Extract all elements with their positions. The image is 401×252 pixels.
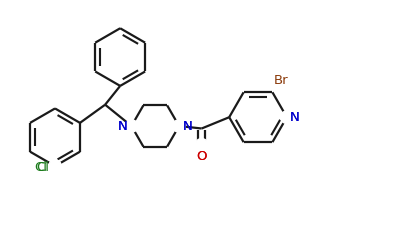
- Text: Cl: Cl: [36, 161, 49, 174]
- Circle shape: [49, 160, 61, 172]
- Circle shape: [280, 111, 292, 123]
- Text: N: N: [182, 119, 192, 133]
- Text: N: N: [289, 111, 299, 124]
- Text: Cl: Cl: [34, 161, 47, 174]
- Text: N: N: [117, 119, 128, 133]
- Circle shape: [195, 139, 207, 151]
- Text: N: N: [117, 119, 128, 133]
- Text: N: N: [289, 111, 299, 124]
- Text: O: O: [196, 150, 207, 163]
- Circle shape: [172, 120, 185, 132]
- Circle shape: [125, 120, 138, 132]
- Text: Br: Br: [273, 74, 288, 87]
- Text: N: N: [182, 119, 192, 133]
- Text: O: O: [196, 150, 207, 163]
